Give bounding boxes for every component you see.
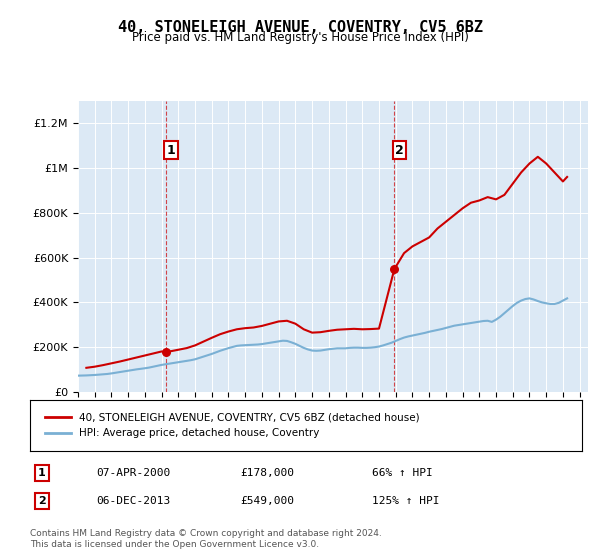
Text: £549,000: £549,000 (240, 496, 294, 506)
Point (161, 348, 171, 357)
Text: 07-APR-2000: 07-APR-2000 (96, 468, 170, 478)
Text: Contains HM Land Registry data © Crown copyright and database right 2024.
This d: Contains HM Land Registry data © Crown c… (30, 529, 382, 549)
Text: 66% ↑ HPI: 66% ↑ HPI (372, 468, 433, 478)
Text: 40, STONELEIGH AVENUE, COVENTRY, CV5 6BZ: 40, STONELEIGH AVENUE, COVENTRY, CV5 6BZ (118, 20, 482, 35)
Text: 1: 1 (167, 143, 176, 157)
Point (389, 264, 399, 273)
Text: 2: 2 (395, 143, 404, 157)
Text: 06-DEC-2013: 06-DEC-2013 (96, 496, 170, 506)
Legend: 40, STONELEIGH AVENUE, COVENTRY, CV5 6BZ (detached house), HPI: Average price, d: 40, STONELEIGH AVENUE, COVENTRY, CV5 6BZ… (41, 409, 424, 442)
Text: £178,000: £178,000 (240, 468, 294, 478)
Text: Price paid vs. HM Land Registry's House Price Index (HPI): Price paid vs. HM Land Registry's House … (131, 31, 469, 44)
Text: 125% ↑ HPI: 125% ↑ HPI (372, 496, 439, 506)
Text: 1: 1 (38, 468, 46, 478)
Text: 2: 2 (38, 496, 46, 506)
